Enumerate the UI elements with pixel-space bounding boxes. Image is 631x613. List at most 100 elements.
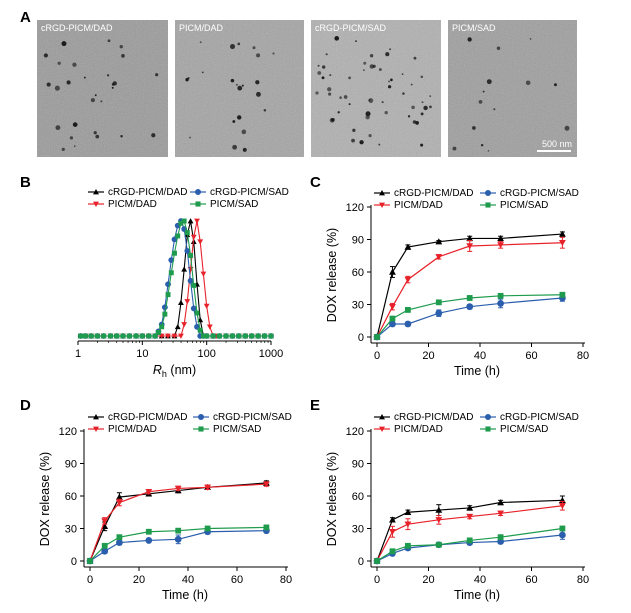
tem-image-4: PICM/SAD [448, 20, 577, 157]
data-point [181, 266, 188, 272]
x-axis-label: Rh (nm) [153, 363, 196, 379]
x-tick-label: 1000 [259, 348, 283, 360]
data-point [165, 292, 171, 298]
data-point [184, 299, 191, 305]
data-point [379, 190, 385, 196]
data-point [559, 230, 566, 237]
legend-label: PICM/SAD [213, 424, 261, 435]
chart-e: 0 30 60 90 120 0 20 40 60 80 Time (h) DOX release (… [325, 412, 589, 602]
data-point [146, 333, 152, 339]
data-point [101, 522, 109, 530]
x-tick-label: 0 [374, 574, 380, 586]
data-point [242, 333, 248, 339]
series-2 [373, 294, 566, 341]
data-point [168, 270, 174, 276]
data-point [195, 201, 201, 207]
data-point [435, 254, 443, 261]
data-point [162, 311, 168, 317]
x-tick-label: 100 [197, 348, 215, 360]
x-axis-label-unit: (nm) [167, 363, 196, 377]
legend-entry: PICM/SAD [480, 424, 548, 435]
data-point [485, 414, 491, 420]
data-point [188, 253, 194, 258]
data-point [120, 333, 126, 339]
y-tick-label: 120 [59, 426, 77, 438]
data-point [101, 518, 109, 525]
series-line [376, 294, 563, 338]
data-point [200, 333, 206, 339]
data-point [145, 488, 153, 496]
data-point [152, 333, 158, 339]
legend-label: cRGD-PICM/DAD [394, 412, 473, 423]
data-point [379, 202, 385, 208]
legend-entry: cRGD-PICM/DAD [88, 412, 187, 423]
data-point [172, 250, 177, 256]
series-3 [374, 291, 566, 340]
y-axis-label: DOX release (%) [38, 452, 52, 546]
legend-label: cRGD-PICM/SAD [213, 412, 292, 423]
data-point [187, 218, 194, 224]
data-point [485, 426, 491, 432]
series-3 [374, 525, 566, 564]
legend-entry: PICM/DAD [374, 424, 443, 435]
data-point [379, 414, 385, 420]
data-point [466, 235, 474, 242]
data-point [497, 300, 504, 307]
data-point [204, 484, 211, 491]
data-point [559, 525, 566, 532]
data-point [93, 189, 99, 195]
tem-image-label: PICM/DAD [179, 23, 224, 33]
data-point [197, 239, 204, 245]
tem-image-label: cRGD-PICM/SAD [315, 23, 387, 33]
series-1 [373, 500, 566, 565]
legend-label: cRGD-PICM/DAD [108, 412, 187, 423]
legend-entry: PICM/SAD [190, 199, 258, 210]
data-point [389, 303, 396, 311]
data-point [191, 282, 197, 288]
scale-bar-label: 500 nm [542, 139, 572, 149]
series-1 [86, 481, 270, 565]
data-point [374, 558, 380, 564]
data-point [435, 309, 443, 317]
data-point [175, 527, 182, 534]
y-tick-label: 90 [65, 459, 77, 471]
panel-letter-b: B [20, 174, 31, 191]
series-1 [373, 236, 566, 341]
panel-letter-a: A [20, 9, 31, 26]
data-point [184, 230, 190, 235]
data-point [497, 534, 504, 541]
x-tick-label: 80 [577, 574, 589, 586]
data-point [165, 333, 171, 339]
x-tick-label: 40 [182, 574, 194, 586]
data-point [497, 235, 504, 242]
data-point [497, 242, 504, 249]
data-point [155, 330, 161, 336]
legend-label: cRGD-PICM/DAD [108, 187, 187, 198]
data-point [190, 305, 197, 312]
data-point [405, 542, 411, 549]
data-point [435, 541, 442, 548]
data-point [171, 333, 178, 339]
data-point [559, 531, 566, 539]
data-point [174, 323, 181, 330]
x-axis-label: Time (h) [162, 588, 208, 602]
data-point [126, 333, 132, 339]
y-tick-label: 120 [346, 202, 364, 214]
data-point [405, 307, 411, 313]
data-point [161, 304, 168, 311]
chart-c: 0 30 60 90 120 0 20 40 60 80 Time (h) DOX release (… [325, 188, 589, 378]
data-point [389, 268, 396, 275]
x-tick-label: 10 [136, 348, 148, 360]
data-point [206, 324, 213, 330]
data-point [249, 333, 255, 339]
panel-letter-d: D [20, 397, 31, 414]
data-point [559, 291, 566, 298]
data-point [435, 517, 443, 524]
data-point [559, 503, 566, 510]
tem-image-1: cRGD-PICM/DAD [37, 20, 168, 157]
y-tick-label: 0 [71, 556, 77, 568]
x-tick-label: 80 [280, 574, 292, 586]
x-tick-label: 1 [75, 348, 81, 360]
data-point [389, 315, 396, 322]
data-point [404, 276, 412, 283]
